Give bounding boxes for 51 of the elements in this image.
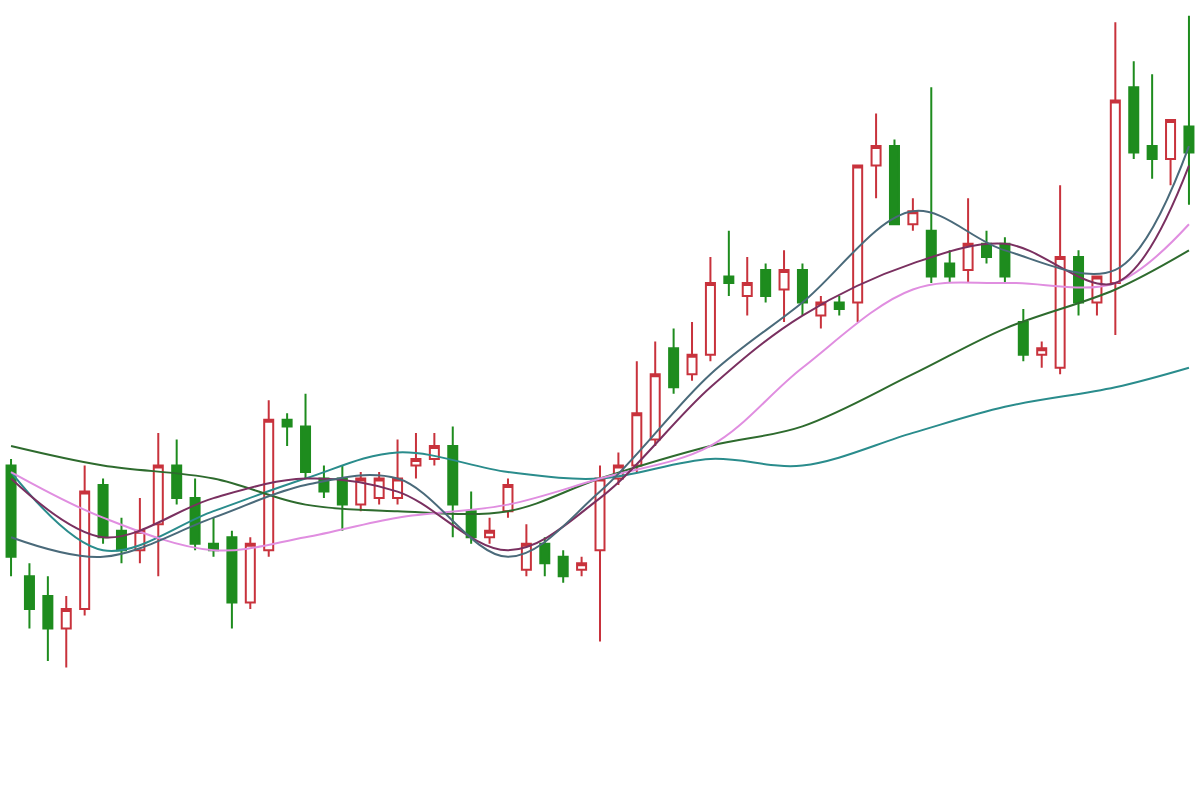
candlestick bbox=[796, 262, 808, 317]
candlestick bbox=[226, 529, 238, 630]
candlestick bbox=[649, 340, 661, 447]
candlestick bbox=[1183, 14, 1195, 206]
candlestick bbox=[576, 555, 588, 578]
candlestick bbox=[1054, 184, 1066, 376]
candlestick bbox=[79, 464, 91, 617]
candlestick bbox=[888, 138, 900, 226]
candlestick bbox=[723, 229, 735, 297]
candlestick bbox=[1109, 21, 1121, 337]
candlestick bbox=[392, 438, 404, 506]
candlestick bbox=[631, 360, 643, 474]
candlestick bbox=[42, 575, 54, 663]
candlestick bbox=[410, 431, 422, 480]
candlestick bbox=[686, 321, 698, 382]
candlestick bbox=[944, 249, 956, 284]
candlestick bbox=[1036, 340, 1048, 369]
candlestick bbox=[60, 594, 72, 669]
candlestick bbox=[281, 412, 293, 447]
candlestick bbox=[741, 255, 753, 317]
candlestick bbox=[668, 327, 680, 395]
candlestick bbox=[171, 438, 183, 506]
candlestick bbox=[152, 431, 164, 578]
candlestick bbox=[833, 295, 845, 317]
candlestick bbox=[1165, 118, 1177, 187]
candlestick bbox=[539, 536, 551, 578]
candlestick bbox=[207, 516, 219, 558]
candlestick bbox=[1017, 308, 1029, 363]
candlestick bbox=[907, 197, 919, 232]
candlestick bbox=[981, 229, 993, 265]
candlestick bbox=[336, 464, 348, 532]
candlestick bbox=[97, 477, 109, 545]
candlestick bbox=[778, 249, 790, 324]
candlestick bbox=[852, 164, 864, 324]
candlestick bbox=[1146, 73, 1158, 180]
candlestick bbox=[962, 197, 974, 284]
candlestick bbox=[760, 262, 772, 304]
candlestick bbox=[5, 457, 17, 578]
candlestick bbox=[355, 471, 367, 513]
candlestick bbox=[594, 464, 606, 643]
candlestick bbox=[704, 255, 716, 363]
candlestick bbox=[300, 392, 312, 480]
candlestick bbox=[484, 516, 496, 545]
candlestick bbox=[23, 562, 35, 630]
candlestick bbox=[870, 112, 882, 200]
candlestick bbox=[1128, 60, 1140, 161]
candlestick bbox=[263, 399, 275, 558]
candlestick bbox=[244, 536, 256, 610]
candlestick bbox=[925, 86, 937, 284]
candlestick bbox=[557, 549, 569, 584]
candlestick bbox=[447, 425, 459, 539]
